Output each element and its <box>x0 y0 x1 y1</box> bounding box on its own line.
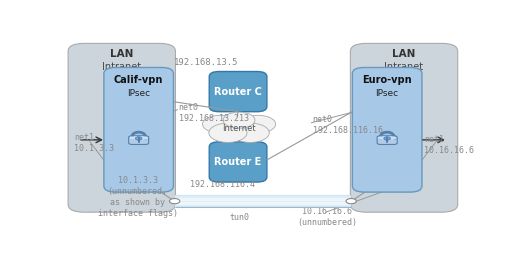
Text: 192.168.13.5: 192.168.13.5 <box>174 58 239 67</box>
Text: net0
192.168.116.16: net0 192.168.116.16 <box>312 115 383 135</box>
FancyBboxPatch shape <box>350 43 458 212</box>
Text: tun0: tun0 <box>229 213 249 222</box>
FancyBboxPatch shape <box>130 137 148 140</box>
Circle shape <box>223 112 255 128</box>
Text: Internet: Internet <box>222 124 256 133</box>
FancyBboxPatch shape <box>104 68 173 192</box>
Text: IPsec: IPsec <box>376 88 399 98</box>
Text: LAN: LAN <box>392 49 416 60</box>
Text: Intranet: Intranet <box>384 62 424 73</box>
FancyBboxPatch shape <box>209 142 267 182</box>
Text: net1
10.1.3.3: net1 10.1.3.3 <box>74 133 114 153</box>
Circle shape <box>169 199 180 204</box>
Text: 10.1.3.3
(unnumbered,
as shown by
interface flags): 10.1.3.3 (unnumbered, as shown by interf… <box>97 176 177 218</box>
FancyBboxPatch shape <box>377 136 397 145</box>
FancyBboxPatch shape <box>209 72 267 112</box>
Circle shape <box>214 115 264 140</box>
Circle shape <box>209 123 247 143</box>
Circle shape <box>135 137 142 140</box>
FancyBboxPatch shape <box>68 43 175 212</box>
Text: net0
192.168.13.213: net0 192.168.13.213 <box>179 103 249 123</box>
Circle shape <box>384 137 390 140</box>
Circle shape <box>203 115 238 133</box>
Text: 10.16.16.6
(unnumbered): 10.16.16.6 (unnumbered) <box>298 207 358 227</box>
Text: LAN: LAN <box>110 49 133 60</box>
Circle shape <box>241 115 275 133</box>
Text: Router E: Router E <box>214 157 262 167</box>
Circle shape <box>346 199 357 204</box>
Text: net1
10.16.16.6: net1 10.16.16.6 <box>424 135 474 155</box>
Text: Calif-vpn: Calif-vpn <box>114 75 163 85</box>
FancyBboxPatch shape <box>129 136 149 145</box>
Circle shape <box>231 123 269 143</box>
Text: Router C: Router C <box>214 87 262 97</box>
FancyBboxPatch shape <box>378 137 396 140</box>
Text: 192.168.116.4: 192.168.116.4 <box>190 180 255 189</box>
FancyBboxPatch shape <box>352 68 422 192</box>
Text: IPsec: IPsec <box>127 88 150 98</box>
Text: Intranet: Intranet <box>102 62 142 73</box>
Text: Euro-vpn: Euro-vpn <box>362 75 412 85</box>
